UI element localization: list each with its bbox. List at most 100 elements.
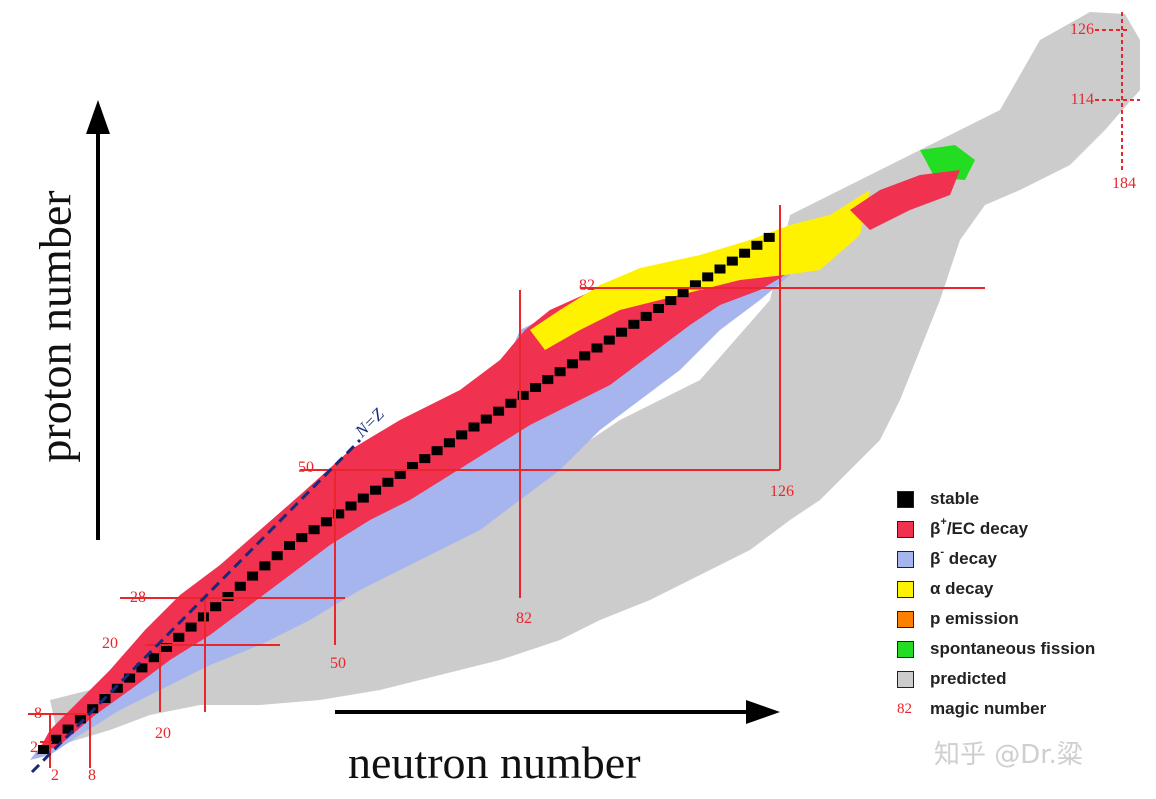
magic-label-n82: 82 — [516, 610, 532, 627]
legend-magic-sample: 82 — [897, 700, 912, 717]
legend-item-beta-minus: β- decay — [897, 544, 1147, 574]
stable-block — [456, 430, 468, 440]
stable-block — [247, 571, 259, 581]
magic-label-p50: 50 — [298, 459, 314, 476]
stable-block — [259, 561, 271, 571]
stable-block — [640, 311, 652, 321]
magic-label-n184: 184 — [1112, 175, 1136, 192]
stable-block — [517, 390, 529, 400]
legend-swatch-predicted — [897, 670, 914, 688]
magic-label-p20: 20 — [102, 635, 118, 652]
stable-block — [111, 683, 123, 693]
magic-label-n126: 126 — [770, 483, 794, 500]
magic-label-p82: 82 — [579, 277, 595, 294]
legend-label-beta-plus: β+/EC decay — [930, 516, 1029, 539]
stable-block — [689, 280, 701, 290]
stable-block — [579, 351, 591, 361]
legend-item-stable: stable — [897, 484, 1147, 514]
stable-block — [677, 288, 689, 298]
stable-block — [566, 359, 578, 369]
stable-block — [493, 406, 505, 416]
stable-block — [62, 724, 74, 734]
stable-block — [333, 509, 345, 519]
stable-block — [271, 551, 283, 561]
stable-block — [197, 612, 209, 622]
legend-label-beta-minus: β- decay — [930, 546, 997, 569]
stable-block — [726, 256, 738, 266]
legend-swatch-alpha — [897, 580, 914, 598]
beta-symbol: β — [930, 549, 941, 568]
legend-label-fission: spontaneous fission — [930, 639, 1096, 658]
x-axis-arrow-head — [746, 700, 780, 724]
stable-block — [419, 454, 431, 464]
stable-block — [185, 622, 197, 632]
axes-arrows — [30, 100, 780, 774]
stable-block — [702, 272, 714, 282]
stable-block — [505, 398, 517, 408]
stable-block — [628, 319, 640, 329]
legend-label-stable: stable — [930, 489, 980, 508]
heavy-beta-plus-region — [850, 170, 960, 230]
magic-number-lines — [28, 12, 1140, 768]
magic-label-n20: 20 — [155, 725, 171, 742]
magic-label-p28: 28 — [130, 589, 146, 606]
legend: stable β+/EC decay β- decay α decay p em… — [897, 484, 1147, 724]
stable-block — [234, 581, 246, 591]
stable-block — [714, 264, 726, 274]
stable-block — [308, 525, 320, 535]
x-axis-title: neutron number — [348, 737, 641, 788]
stable-block — [468, 422, 480, 432]
legend-label-p-emission: p emission — [930, 609, 1019, 628]
magic-label-p8: 8 — [34, 705, 42, 722]
stable-block — [50, 734, 62, 744]
legend-label-predicted: predicted — [930, 669, 1007, 688]
magic-label-n2: 2 — [51, 767, 59, 784]
stable-block — [763, 232, 775, 242]
stable-block — [136, 663, 148, 673]
stable-block — [210, 602, 222, 612]
beta-plus-tail: /EC decay — [946, 519, 1029, 538]
legend-item-beta-plus: β+/EC decay — [897, 514, 1147, 544]
stable-block — [431, 446, 443, 456]
stable-block — [320, 517, 332, 527]
stable-block — [370, 485, 382, 495]
stable-block — [616, 327, 628, 337]
stable-block — [542, 375, 554, 385]
stable-block — [554, 367, 566, 377]
magic-label-p2: 2 — [30, 739, 38, 756]
legend-item-fission: spontaneous fission — [897, 634, 1147, 664]
stable-block — [124, 673, 136, 683]
nuclide-regions — [30, 12, 1140, 760]
magic-label-p126: 126 — [1070, 21, 1094, 38]
nz-line — [30, 438, 362, 774]
beta-symbol: β — [930, 519, 941, 538]
stable-block — [591, 343, 603, 353]
stable-block — [345, 501, 357, 511]
stable-block — [357, 493, 369, 503]
stable-block — [603, 335, 615, 345]
stable-block — [530, 383, 541, 392]
legend-swatch-stable — [897, 490, 914, 508]
y-axis-arrow-head — [86, 100, 110, 134]
fission-region — [920, 145, 975, 180]
stable-block — [38, 745, 49, 754]
stable-block — [653, 304, 664, 313]
stable-nuclei — [38, 232, 775, 754]
alpha-region — [530, 190, 870, 350]
stable-block — [148, 653, 160, 663]
stable-block — [173, 632, 185, 642]
legend-item-p-emission: p emission — [897, 604, 1147, 634]
legend-item-alpha: α decay — [897, 574, 1147, 604]
legend-swatch-beta-minus — [897, 550, 914, 568]
stable-block — [739, 248, 751, 258]
magic-label-p114: 114 — [1071, 91, 1094, 108]
beta-minus-tail: decay — [944, 549, 997, 568]
stable-block — [296, 533, 308, 543]
stable-block — [222, 592, 234, 601]
stable-block — [480, 414, 492, 424]
stable-block — [74, 714, 86, 724]
magic-label-n50: 50 — [330, 655, 346, 672]
legend-swatch-beta-plus — [897, 520, 914, 538]
legend-swatch-p-emission — [897, 610, 914, 628]
